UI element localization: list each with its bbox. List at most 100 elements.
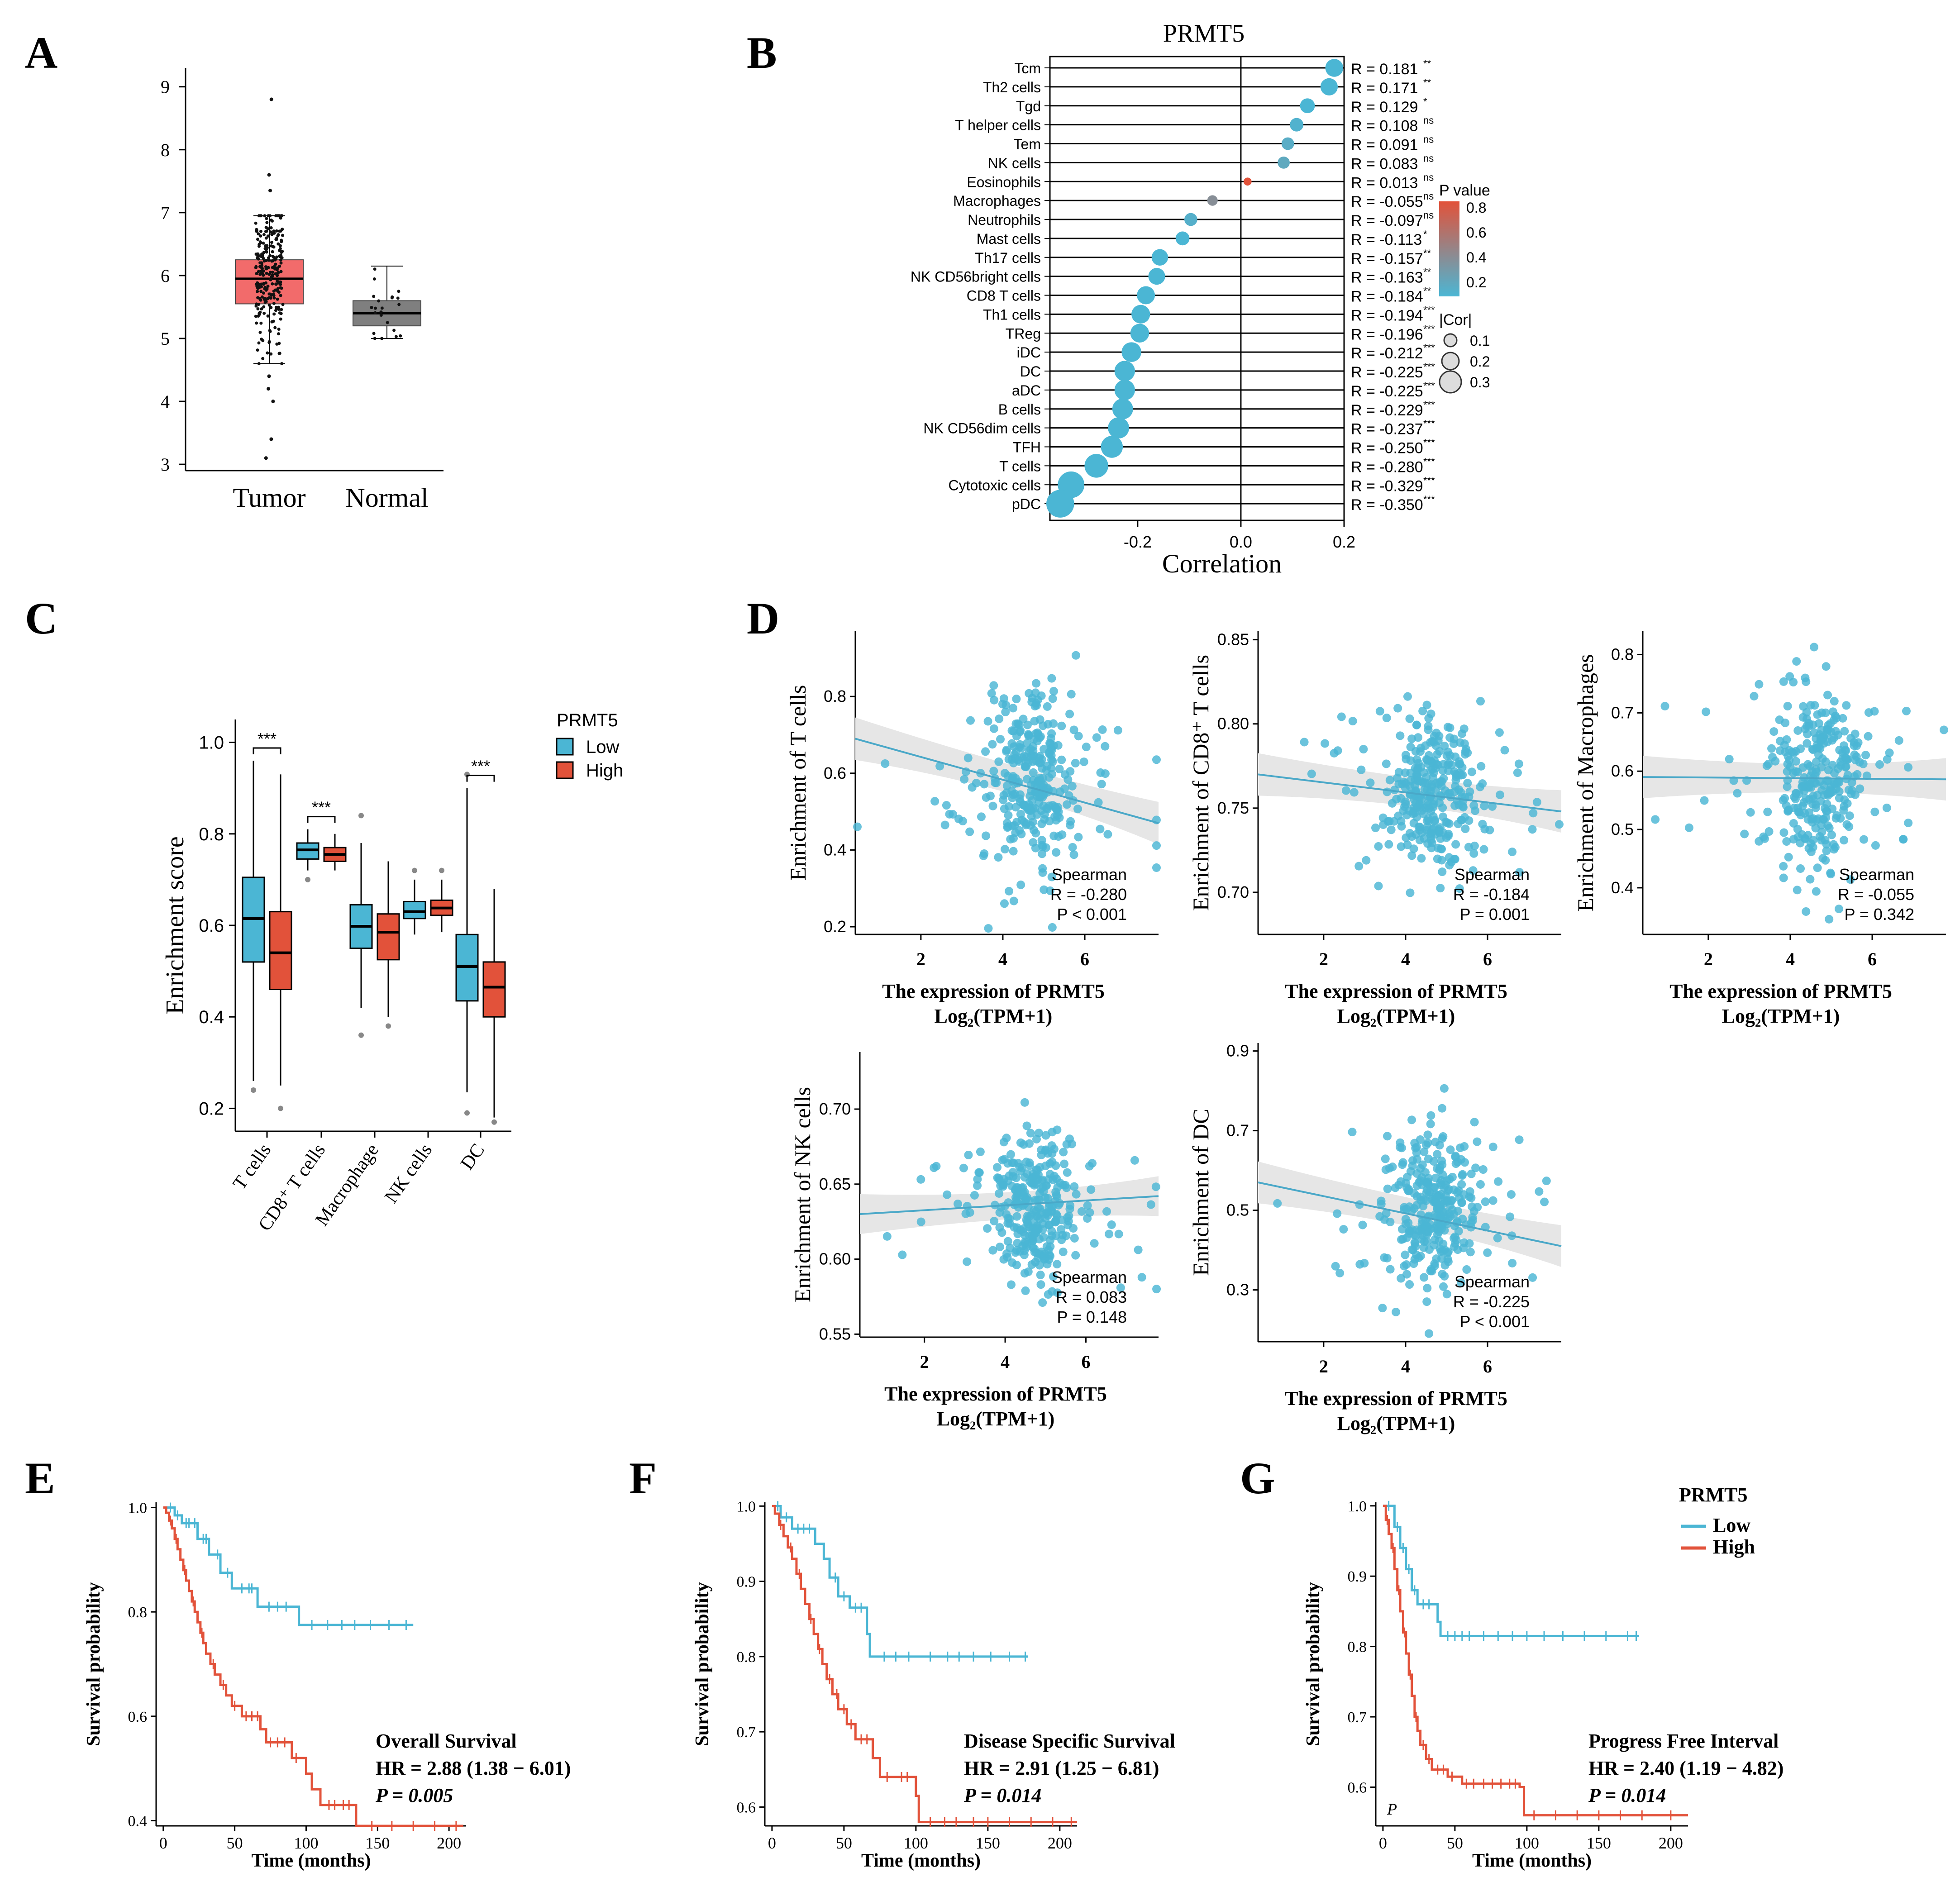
- scatter-point: [1401, 1250, 1410, 1259]
- jitter-point: [269, 306, 272, 310]
- scatter-point: [1151, 1182, 1160, 1191]
- jitter-point: [277, 271, 280, 274]
- jitter-point: [397, 303, 401, 306]
- outlier-point: [269, 437, 273, 441]
- scatter-point: [898, 1250, 907, 1259]
- scatter-point: [1416, 763, 1426, 772]
- scatter-point: [1060, 784, 1069, 793]
- scatter-point: [1406, 888, 1415, 897]
- scatter-point: [1426, 829, 1435, 838]
- scatter-point: [1660, 702, 1669, 711]
- jitter-point: [260, 338, 263, 341]
- item-label: TReg: [1006, 325, 1041, 342]
- jitter-point: [267, 303, 271, 307]
- scatter-point: [1012, 1212, 1021, 1221]
- jitter-point: [264, 229, 267, 233]
- item-label: Tgd: [1016, 98, 1041, 114]
- scatter-point: [1805, 762, 1814, 771]
- scatter-point: [1434, 779, 1443, 788]
- regression-line: [1258, 773, 1562, 813]
- scatter-point: [989, 681, 998, 690]
- significance-label: **: [1423, 58, 1431, 69]
- jitter-point: [377, 299, 381, 303]
- scatter-point: [1804, 780, 1813, 789]
- scatter-point: [982, 831, 991, 840]
- x-category-label: NK cells: [381, 1140, 437, 1207]
- scatter-point: [1420, 1273, 1429, 1282]
- item-label: DC: [1020, 363, 1041, 380]
- item-label: Neutrophils: [968, 212, 1041, 228]
- jitter-point: [260, 252, 264, 256]
- km-annotation: Disease Specific Survival: [964, 1730, 1175, 1752]
- scatter-point: [1018, 1163, 1027, 1172]
- scatter-point: [1083, 1201, 1092, 1210]
- scatter-point: [1417, 1235, 1426, 1244]
- scatter-point: [1496, 791, 1505, 800]
- jitter-point: [373, 311, 377, 314]
- scatter-point: [1049, 831, 1059, 840]
- scatter-point: [1397, 1274, 1406, 1283]
- significance-label: **: [1423, 286, 1431, 297]
- stat-label: P = 0.148: [1057, 1308, 1127, 1326]
- scatter-point: [1003, 823, 1012, 832]
- scatter-point: [1393, 704, 1402, 713]
- scatter-point: [1535, 1187, 1544, 1196]
- scatter-point: [1049, 719, 1058, 728]
- scatter-point: [1793, 824, 1802, 834]
- scatter-point: [1047, 872, 1056, 881]
- scatter-point: [1032, 1173, 1041, 1182]
- scatter-point: [1003, 1237, 1012, 1246]
- scatter-point: [1006, 1150, 1015, 1159]
- jitter-point: [262, 311, 266, 315]
- scatter-point: [1424, 1329, 1433, 1338]
- significance-label: *: [1423, 96, 1427, 107]
- regression-line: [1258, 1181, 1562, 1247]
- significance-label: ns: [1423, 134, 1434, 145]
- scatter-point: [1725, 755, 1734, 764]
- jitter-point: [271, 274, 275, 278]
- scatter-point: [1025, 803, 1034, 812]
- scatter-point: [987, 689, 996, 698]
- scatter-point: [1785, 746, 1794, 755]
- stat-label: P = 0.342: [1845, 905, 1914, 924]
- scatter-point: [1830, 697, 1839, 706]
- x-axis-subtitle: Log₂(TPM+1): [935, 1005, 1053, 1027]
- scatter-point: [1060, 1159, 1069, 1168]
- scatter-point: [1357, 765, 1366, 774]
- scatter-point: [1307, 769, 1316, 778]
- scatter-point: [1096, 824, 1105, 834]
- scatter-point: [1700, 796, 1709, 805]
- box-high: [377, 913, 400, 961]
- jitter-point: [277, 229, 281, 233]
- item-label: pDC: [1012, 496, 1041, 512]
- lollipop-dot: [1151, 249, 1168, 266]
- scatter-point: [1012, 1183, 1021, 1192]
- scatter-point: [1016, 740, 1025, 749]
- x-axis-subtitle: Log₂(TPM+1): [1337, 1412, 1455, 1434]
- scatter-point: [1398, 1160, 1407, 1169]
- scatter-point: [1097, 780, 1106, 789]
- scatter-point: [990, 1216, 999, 1225]
- scatter-point: [1431, 1173, 1440, 1182]
- scatter-point: [1424, 714, 1433, 723]
- scatter-point: [1019, 715, 1028, 724]
- jitter-point: [279, 261, 283, 265]
- scatter-point: [1821, 708, 1830, 717]
- scatter-point: [1396, 731, 1405, 740]
- item-label: NK cells: [988, 155, 1041, 171]
- scatter-point: [1398, 1234, 1407, 1243]
- scatter-point: [1483, 1248, 1492, 1257]
- scatter-point: [1812, 887, 1821, 896]
- scatter-point: [1393, 773, 1402, 782]
- scatter-point: [1403, 840, 1412, 849]
- scatter-point: [1480, 801, 1489, 810]
- jitter-point: [268, 329, 272, 333]
- scatter-point: [1803, 721, 1812, 730]
- scatter-point: [1808, 835, 1817, 844]
- scatter-point: [1477, 762, 1486, 771]
- scatter-point: [1036, 1280, 1045, 1289]
- scatter-point: [1463, 779, 1472, 788]
- significance-label: ***: [1423, 304, 1435, 315]
- scatter-point: [1779, 677, 1788, 686]
- x-tick-label: 0.0: [1230, 533, 1252, 551]
